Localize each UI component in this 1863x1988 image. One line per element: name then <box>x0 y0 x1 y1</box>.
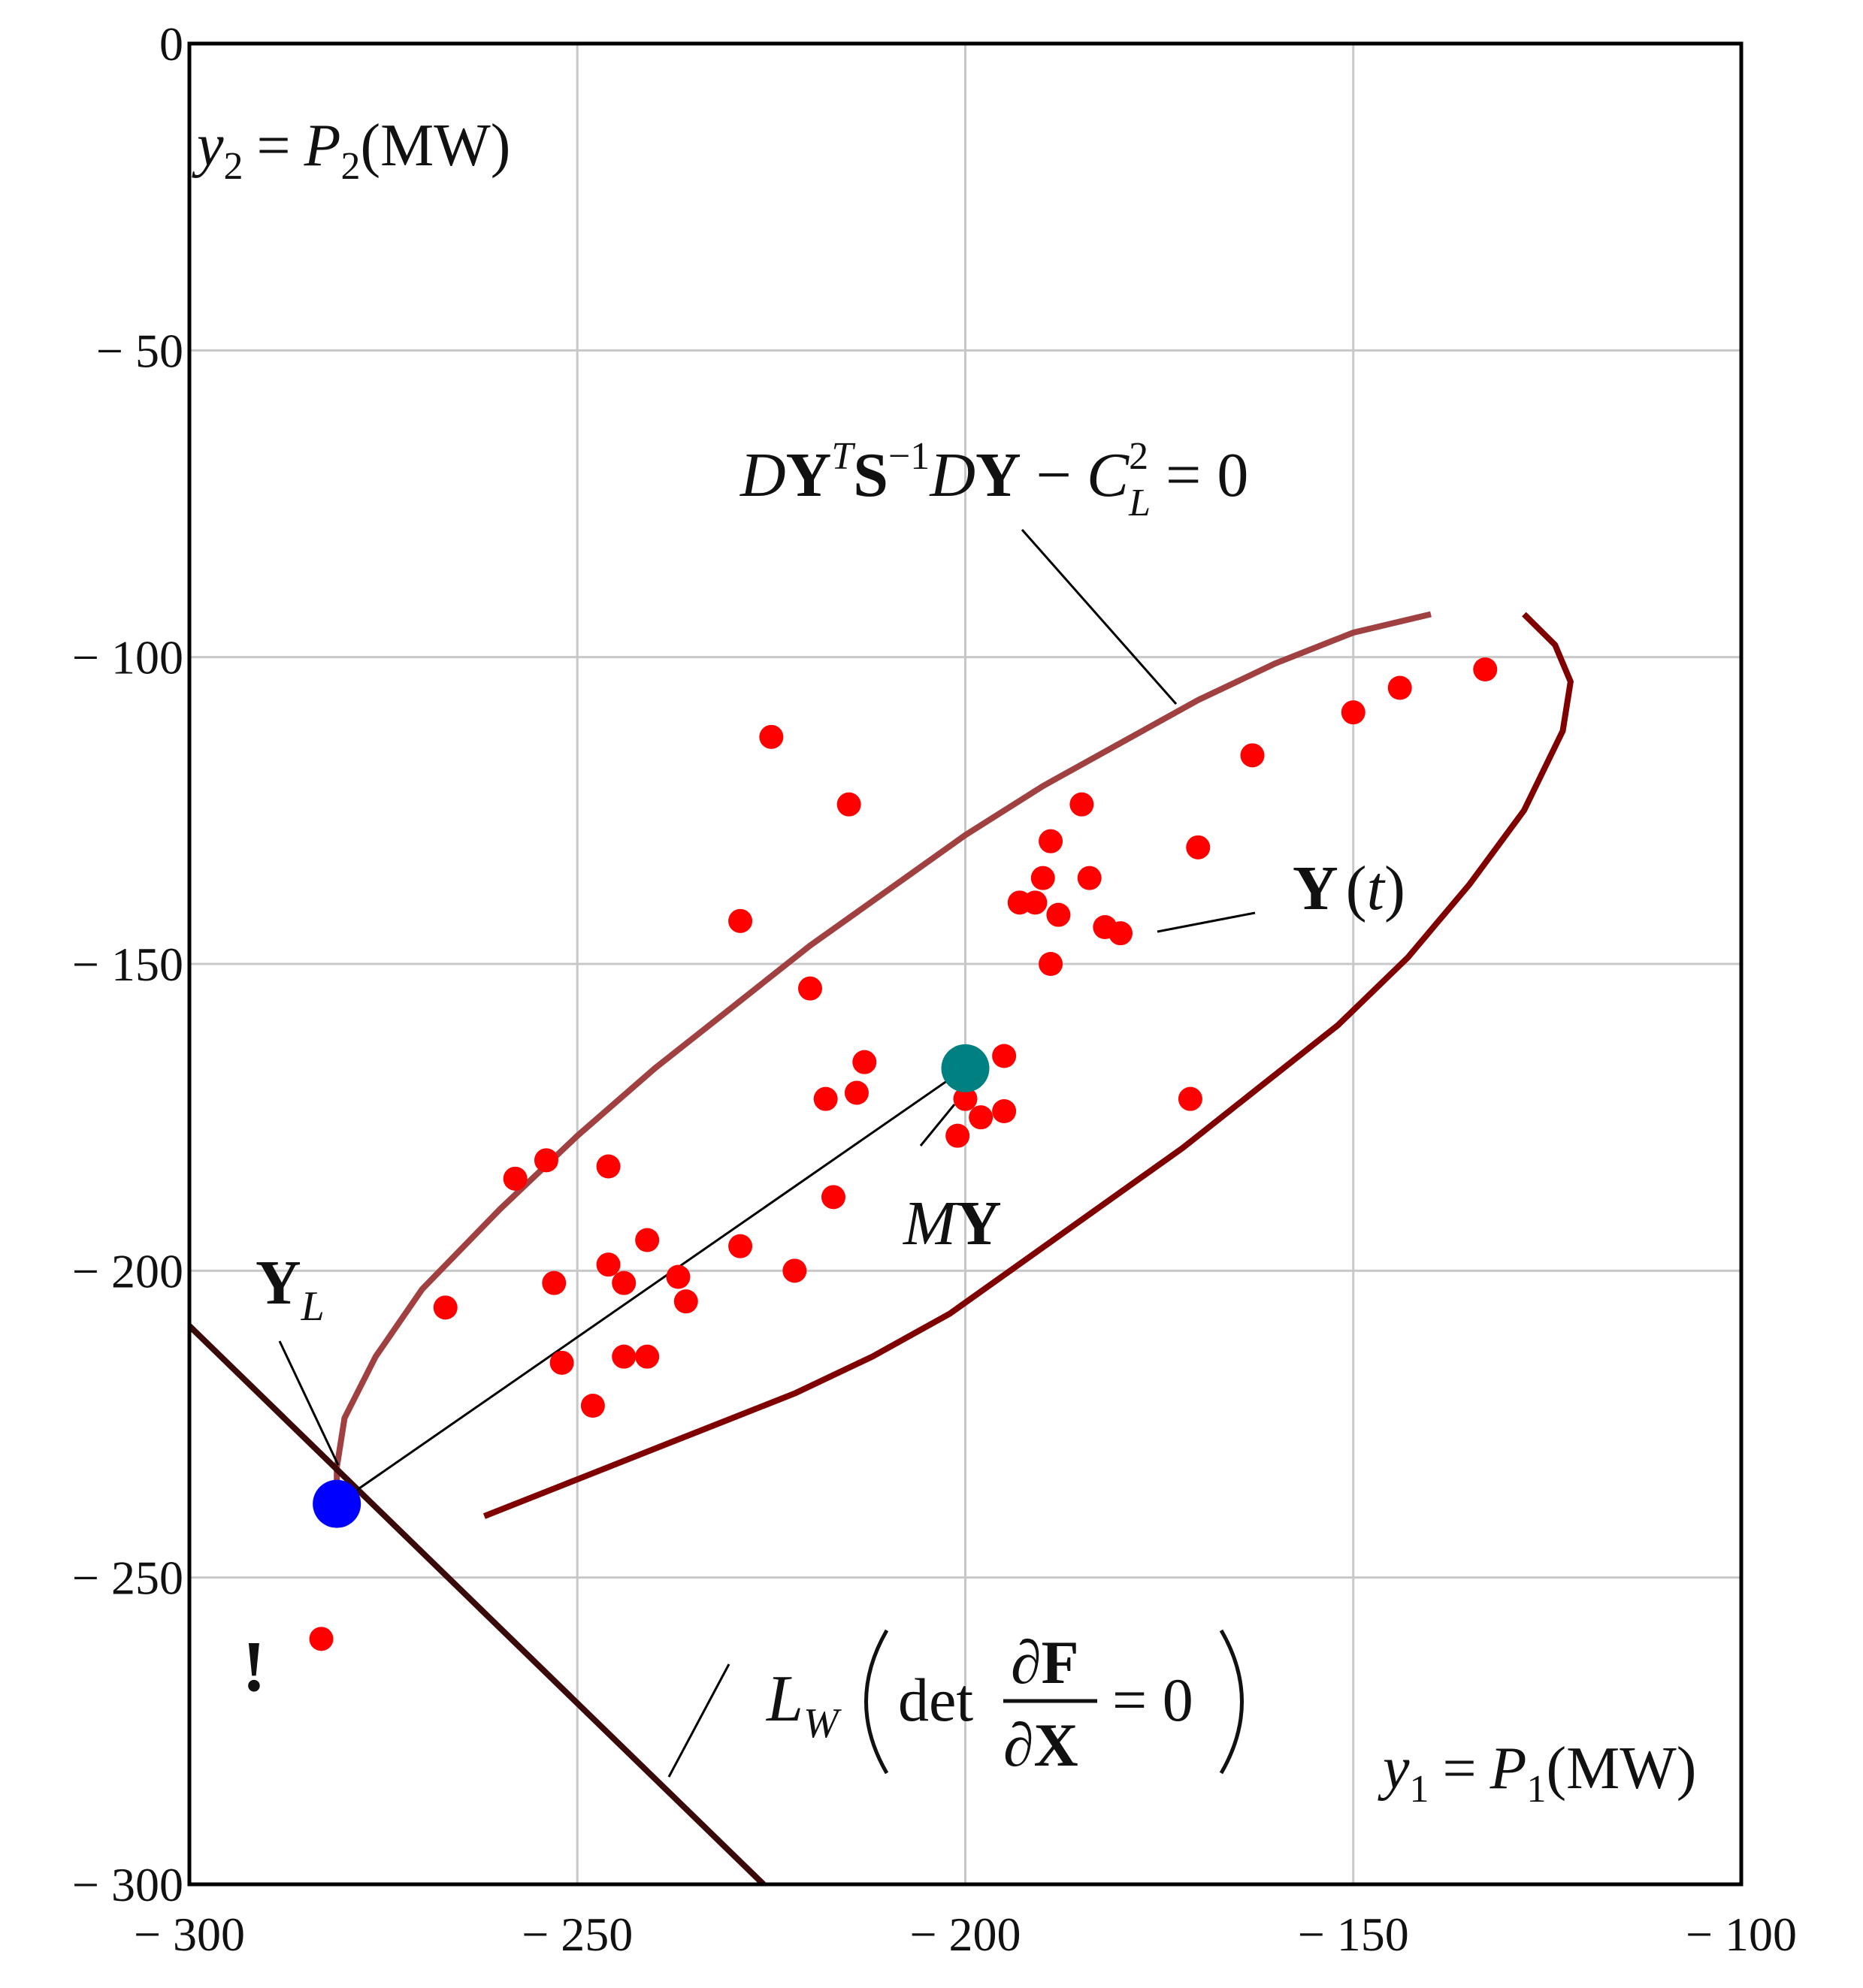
ellipse-upper-arc <box>334 611 1432 1504</box>
scatter-point <box>1473 657 1498 681</box>
limit-point-leader <box>278 1340 340 1466</box>
scatter-point <box>953 1086 978 1111</box>
scatter-point <box>1039 829 1063 854</box>
scatter-point <box>1387 675 1412 700</box>
boundary-label-lw: LW <box>765 1663 842 1747</box>
mean-label: MY <box>903 1189 1002 1258</box>
scatter-point <box>433 1295 458 1320</box>
scatter-point <box>798 976 822 1001</box>
scatter-point <box>945 1123 970 1148</box>
scatter-point <box>1069 792 1094 817</box>
scatter-point <box>542 1270 567 1295</box>
scatter-point <box>992 1099 1017 1123</box>
scatter-point <box>836 792 861 817</box>
boundary-label-eq: = 0 <box>1112 1666 1193 1734</box>
x-tick-label: − 200 <box>909 1908 1021 1961</box>
scatter-point <box>1186 835 1211 860</box>
y-tick-label: − 50 <box>96 324 183 377</box>
x-tick-label: − 250 <box>522 1908 633 1961</box>
scatter-point <box>1240 743 1265 768</box>
scatter-point <box>596 1154 621 1179</box>
scatter-point <box>612 1270 637 1295</box>
y-axis-label: y2 = P2(MW) <box>192 113 510 188</box>
boundary-line <box>187 1323 766 1887</box>
boundary-label-denominator: ∂X <box>1003 1711 1078 1779</box>
x-tick-label: − 300 <box>134 1908 245 1961</box>
boundary-label-numerator: ∂F <box>1011 1628 1079 1696</box>
y-tick-label: − 150 <box>72 938 183 991</box>
plot-frame <box>187 41 1744 1887</box>
ellipse-label-leader <box>1021 529 1178 705</box>
scatter-point <box>728 1234 753 1258</box>
scatter-point <box>1341 700 1365 725</box>
insecure-mark: ! <box>242 1626 266 1706</box>
boundary-label-left-paren <box>864 1629 889 1775</box>
scatter-point <box>1178 1086 1202 1111</box>
scatter-point <box>1039 952 1063 976</box>
boundary-label-leader <box>667 1663 730 1778</box>
scatter-point <box>1023 890 1048 915</box>
series-label: Y (t) <box>1293 854 1405 923</box>
x-axis-label: y1 = P1(MW) <box>1378 1736 1696 1811</box>
limit-point <box>313 1479 361 1528</box>
scatter-point <box>635 1228 660 1252</box>
limit-point-label: YL <box>256 1248 325 1330</box>
scatter-point <box>813 1086 838 1111</box>
y-tick-label: 0 <box>159 17 183 71</box>
scatter-point <box>1030 866 1055 890</box>
mean-point <box>941 1044 990 1092</box>
boundary-label-right-paren <box>1219 1629 1244 1775</box>
grid <box>188 42 1743 1886</box>
scatter-point <box>534 1148 558 1173</box>
scatter-point <box>596 1252 621 1277</box>
scatter-point <box>503 1166 528 1191</box>
x-tick-label: − 100 <box>1686 1908 1797 1961</box>
scatter-point <box>666 1264 691 1289</box>
scatter-point <box>673 1289 698 1314</box>
scatter-point <box>549 1350 574 1375</box>
y-tick-label: − 100 <box>72 631 183 684</box>
scatter-point <box>992 1044 1017 1068</box>
plot-area <box>187 611 1574 1887</box>
scatter-point <box>1077 866 1102 890</box>
scatter-point <box>969 1105 993 1130</box>
scatter-point <box>1108 921 1133 946</box>
series-label-leader <box>1157 911 1256 933</box>
scatter-point <box>844 1080 869 1105</box>
scatter-point <box>580 1394 605 1418</box>
scatter-point <box>782 1258 807 1283</box>
boundary-label-det: det <box>898 1666 973 1734</box>
ellipse-equation-label: DYTS−1DY − C2 L = 0 <box>739 435 1248 524</box>
scatter-point <box>635 1344 660 1369</box>
scatter-point <box>821 1185 845 1210</box>
y-tick-label: − 250 <box>72 1551 183 1605</box>
scatter-point <box>759 724 784 749</box>
scatter-point <box>1046 902 1071 927</box>
mean-label-leader <box>919 1104 956 1147</box>
scatter-point <box>612 1344 637 1369</box>
limit-to-mean-segment <box>336 1067 966 1505</box>
ellipse-lower-arc <box>482 612 1574 1519</box>
boundary-label: LW det ∂F ∂X = 0 <box>765 1628 1244 1779</box>
scatter-point <box>852 1050 877 1074</box>
x-tick-label: − 150 <box>1298 1908 1409 1961</box>
tick-labels: − 300 − 250 − 200 − 150 − 100 0 − 50 − 100 − 150… <box>72 17 1797 1961</box>
scatter-point <box>309 1627 334 1651</box>
scatter-point <box>728 908 753 933</box>
y-tick-label: − 300 <box>72 1858 183 1911</box>
y-tick-label: − 200 <box>72 1244 183 1298</box>
